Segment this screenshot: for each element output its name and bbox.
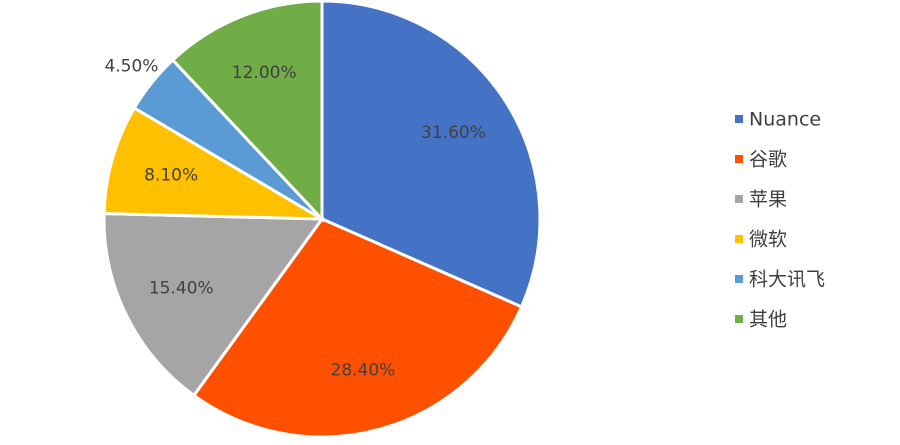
- legend-label: 微软: [749, 229, 787, 251]
- pie-slice: [102, 105, 328, 221]
- legend-swatch: [735, 315, 743, 323]
- legend-label: 科大讯飞: [749, 269, 825, 291]
- pie-slice: [191, 217, 524, 439]
- data-label: 4.50%: [104, 56, 158, 76]
- pie-slice: [170, 0, 324, 223]
- data-label: 28.40%: [331, 361, 396, 381]
- legend-label: 其他: [749, 309, 787, 331]
- pie-slice: [320, 0, 542, 309]
- data-label: 12.00%: [232, 63, 297, 83]
- legend-swatch: [735, 275, 743, 283]
- legend-label: 谷歌: [749, 149, 787, 171]
- pie-slice: [102, 211, 325, 398]
- legend-swatch: [735, 195, 743, 203]
- data-label: 15.40%: [149, 278, 214, 298]
- data-label: 31.60%: [421, 123, 486, 143]
- legend-label: 苹果: [749, 189, 787, 211]
- data-label: 8.10%: [144, 166, 198, 186]
- legend-swatch: [735, 115, 743, 123]
- legend-swatch: [735, 155, 743, 163]
- legend-swatch: [735, 235, 743, 243]
- legend-label: Nuance: [749, 109, 821, 131]
